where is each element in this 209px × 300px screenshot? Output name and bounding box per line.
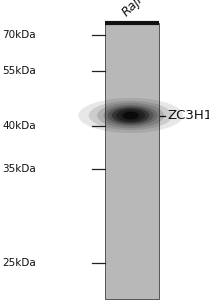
Ellipse shape [116, 109, 145, 122]
Ellipse shape [78, 98, 183, 133]
Text: 70kDa: 70kDa [2, 29, 36, 40]
Ellipse shape [112, 108, 149, 123]
Text: 35kDa: 35kDa [2, 164, 36, 175]
Text: 55kDa: 55kDa [2, 65, 36, 76]
Ellipse shape [123, 112, 139, 119]
Text: 25kDa: 25kDa [2, 257, 36, 268]
Ellipse shape [108, 106, 154, 125]
Text: ZC3H10: ZC3H10 [167, 109, 209, 122]
Ellipse shape [97, 103, 164, 128]
Ellipse shape [103, 105, 158, 126]
Ellipse shape [120, 111, 141, 120]
Text: 40kDa: 40kDa [2, 121, 36, 131]
Bar [104, 22, 159, 298]
Text: Raji: Raji [119, 0, 145, 20]
Ellipse shape [89, 101, 172, 130]
